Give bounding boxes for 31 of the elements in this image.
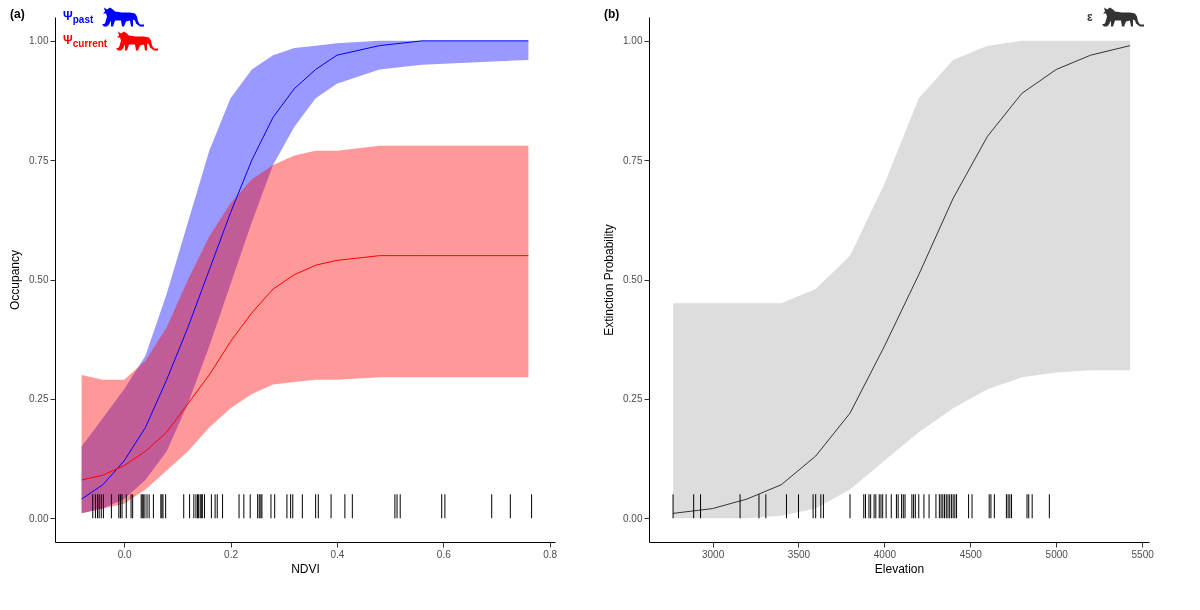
y-tick-label: 0.25 xyxy=(29,393,49,405)
y-tick-label: 0.25 xyxy=(623,393,643,405)
x-tick-label: 5000 xyxy=(1045,548,1069,560)
chart-title: (a) xyxy=(10,7,25,21)
x-tick-label: 0.0 xyxy=(117,548,133,560)
y-tick-label: 0.50 xyxy=(623,274,643,285)
x-tick-label: 3500 xyxy=(787,548,811,560)
y-axis-title: Extinction Probability xyxy=(601,224,616,336)
y-axis-title: Occupancy xyxy=(7,249,22,311)
x-tick-label: 0.8 xyxy=(543,548,558,560)
line-series xyxy=(81,255,529,481)
chart-title: (b) xyxy=(604,7,620,21)
x-axis-title: NDVI xyxy=(291,561,320,576)
x-axis-title: Elevation xyxy=(874,561,925,576)
x-tick-label: 0.2 xyxy=(224,548,239,560)
x-tick-label: 0.4 xyxy=(330,548,345,560)
y-tick-label: 0.00 xyxy=(623,512,643,524)
x-tick-label: 0.6 xyxy=(436,548,452,560)
y-tick-label: 0.75 xyxy=(623,154,643,166)
legend-label: ε xyxy=(1087,10,1093,24)
y-tick-label: 0.50 xyxy=(29,274,49,285)
y-tick-label: 1.00 xyxy=(29,35,49,47)
y-tick-label: 0.75 xyxy=(29,154,49,166)
y-tick-label: 0.00 xyxy=(29,512,49,524)
legend-label: Ψ$_{past}$ xyxy=(63,8,94,26)
x-tick-label: 5500 xyxy=(1131,548,1155,560)
x-tick-label: 4000 xyxy=(873,548,897,560)
x-tick-label: 4500 xyxy=(959,548,983,560)
x-tick-label: 3000 xyxy=(701,548,725,560)
y-tick-label: 1.00 xyxy=(623,35,643,47)
legend-label: Ψ$_{current}$ xyxy=(63,32,108,50)
